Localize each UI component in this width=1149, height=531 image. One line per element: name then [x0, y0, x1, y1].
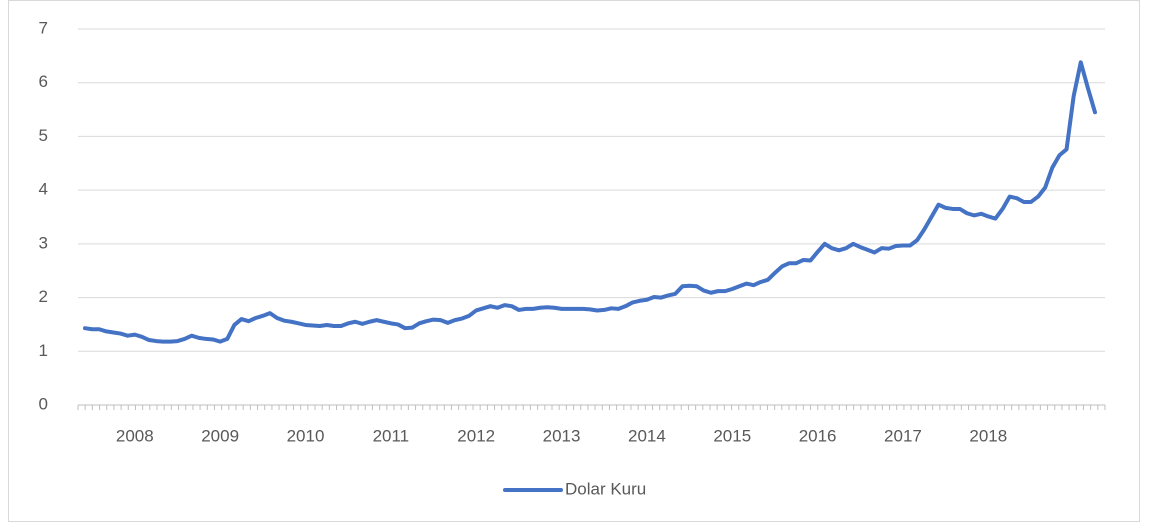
legend-label: Dolar Kuru: [565, 479, 646, 498]
y-tick-label: 7: [39, 18, 48, 37]
x-tick-label: 2016: [799, 426, 837, 445]
y-tick-label: 5: [39, 126, 48, 145]
y-tick-label: 4: [39, 180, 48, 199]
x-tick-label: 2014: [628, 426, 666, 445]
chart-border: [8, 0, 1140, 522]
x-tick-label: 2017: [884, 426, 922, 445]
y-tick-label: 6: [39, 72, 48, 91]
y-tick-label: 1: [39, 341, 48, 360]
y-tick-label: 0: [39, 394, 48, 413]
x-tick-label: 2010: [287, 426, 325, 445]
x-tick-label: 2008: [116, 426, 154, 445]
x-tick-label: 2015: [713, 426, 751, 445]
x-tick-label: 2011: [373, 426, 410, 445]
x-tick-label: 2013: [543, 426, 581, 445]
y-tick-label: 2: [39, 287, 48, 306]
x-tick-label: 2009: [201, 426, 239, 445]
x-tick-label: 2018: [969, 426, 1007, 445]
x-tick-label: 2012: [457, 426, 495, 445]
y-tick-label: 3: [39, 233, 48, 252]
data-line: [83, 60, 1097, 344]
